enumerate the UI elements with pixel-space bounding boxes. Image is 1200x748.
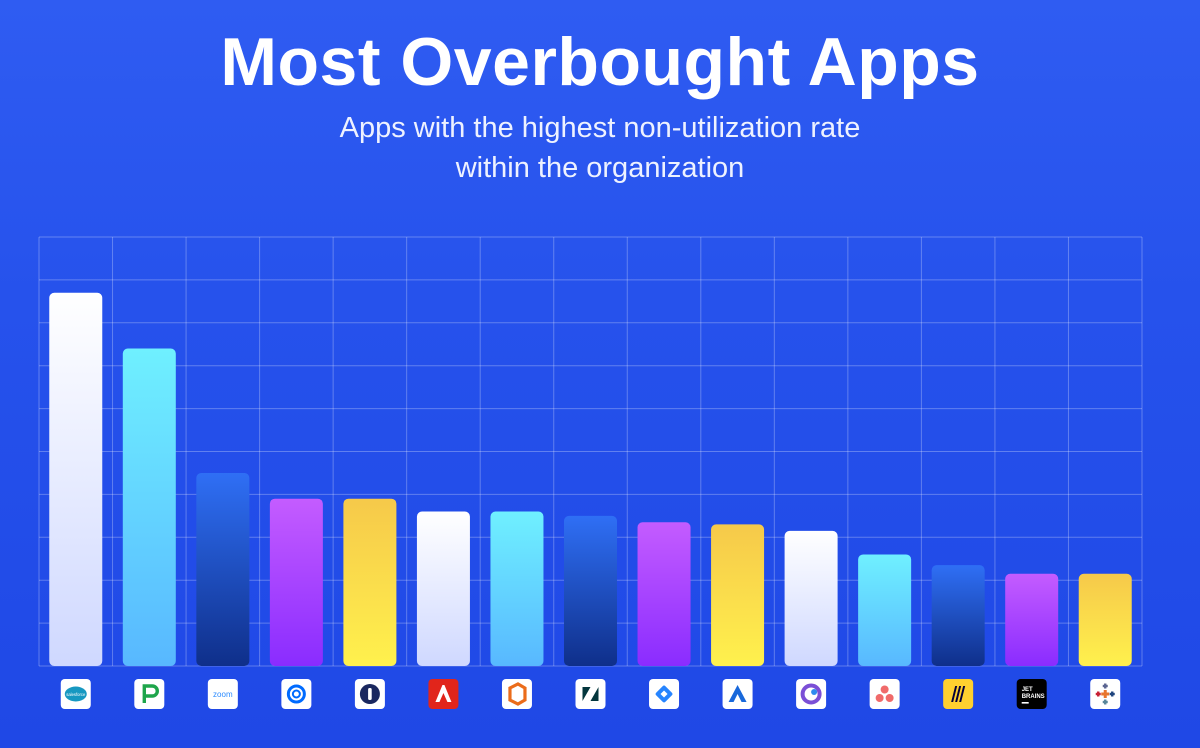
- jetbrains-logo-line-1: JET: [1022, 687, 1033, 693]
- loop-dot: [811, 689, 818, 695]
- bar-zendesk: [564, 515, 617, 666]
- adobe-mark: [435, 685, 452, 702]
- chart-subtitle: Apps with the highest non-utilization ra…: [0, 108, 1200, 188]
- office-mark: [508, 682, 527, 706]
- calendly-ring: [286, 684, 306, 704]
- jetbrains-logo-line-2: BRAINS: [1022, 694, 1045, 700]
- jetbrains-underscore: [1021, 702, 1029, 704]
- loop-ring: [800, 683, 822, 705]
- bar-adobe: [416, 511, 470, 666]
- chart-subtitle-line-1: Apps with the highest non-utilization ra…: [339, 112, 861, 144]
- miro-stroke: [955, 686, 962, 702]
- bar-calendly: [269, 498, 323, 666]
- tableau-cross-h: [1102, 684, 1108, 688]
- chart-title: Most Overbought Apps: [220, 24, 980, 100]
- jetbrains-icon-bg: [1016, 679, 1047, 709]
- bar-asana: [858, 554, 912, 666]
- chart-grid: [38, 236, 1143, 667]
- chart-subtitle-line-2: within the organization: [455, 152, 745, 184]
- miro-stroke: [951, 686, 958, 702]
- bar-atlassian: [711, 524, 765, 666]
- asana-dot-top: [880, 685, 889, 694]
- bar-zoom: [196, 472, 250, 666]
- zendesk-icon-bg: [575, 679, 606, 709]
- 1password-icon: [354, 679, 385, 709]
- jira-icon: [649, 679, 680, 709]
- adobe-icon-bg: [428, 679, 459, 709]
- calendly-core: [291, 689, 301, 699]
- atlassian-mark: [728, 685, 747, 702]
- tableau-cross-h: [1102, 700, 1108, 704]
- microsoft-loop-icon: [796, 679, 827, 709]
- chart-bars: [49, 292, 1132, 666]
- pendo-icon-bg: [134, 679, 165, 709]
- 1password-keyhole: [368, 688, 372, 700]
- bar-salesforce: [49, 292, 103, 666]
- jira-mark-inner: [660, 690, 668, 698]
- office-icon: [501, 679, 532, 709]
- bar-miro: [931, 565, 985, 666]
- calendly-icon: [281, 679, 312, 709]
- microsoft-loop-icon-bg: [796, 679, 827, 709]
- asana-dot-right: [885, 694, 894, 702]
- miro-icon: [943, 679, 974, 709]
- pendo-icon: [134, 679, 165, 709]
- asana-icon-bg: [869, 679, 900, 709]
- bar-tableau: [1078, 573, 1132, 666]
- zoom-icon: zoom: [207, 679, 238, 709]
- asana-icon: [869, 679, 900, 709]
- bar-office: [490, 511, 544, 666]
- adobe-icon: [428, 679, 459, 709]
- salesforce-logo-text: salesforce: [66, 692, 86, 697]
- pendo-mark: [142, 684, 159, 703]
- bar-pendo: [122, 348, 176, 666]
- zendesk-mark-b: [590, 687, 599, 701]
- zoom-logo-text: zoom: [213, 690, 233, 699]
- zoom-icon-bg: [207, 679, 238, 709]
- tableau-cross-h: [1095, 692, 1101, 696]
- salesforce-cloud: [64, 686, 87, 702]
- bar-microsoft-loop: [784, 530, 838, 666]
- tableau-cross-h: [1109, 692, 1115, 696]
- bar-jetbrains: [1005, 573, 1059, 666]
- zendesk-mark-a: [582, 687, 591, 701]
- atlassian-icon: [722, 679, 753, 709]
- salesforce-icon: salesforce: [60, 679, 91, 709]
- tableau-cross-h: [1101, 692, 1110, 696]
- bar-jira: [637, 522, 691, 666]
- tableau-icon: [1090, 679, 1121, 709]
- asana-dot-left: [875, 694, 884, 702]
- zendesk-icon: [575, 679, 606, 709]
- miro-stroke: [959, 686, 966, 702]
- bar-1password: [343, 498, 397, 666]
